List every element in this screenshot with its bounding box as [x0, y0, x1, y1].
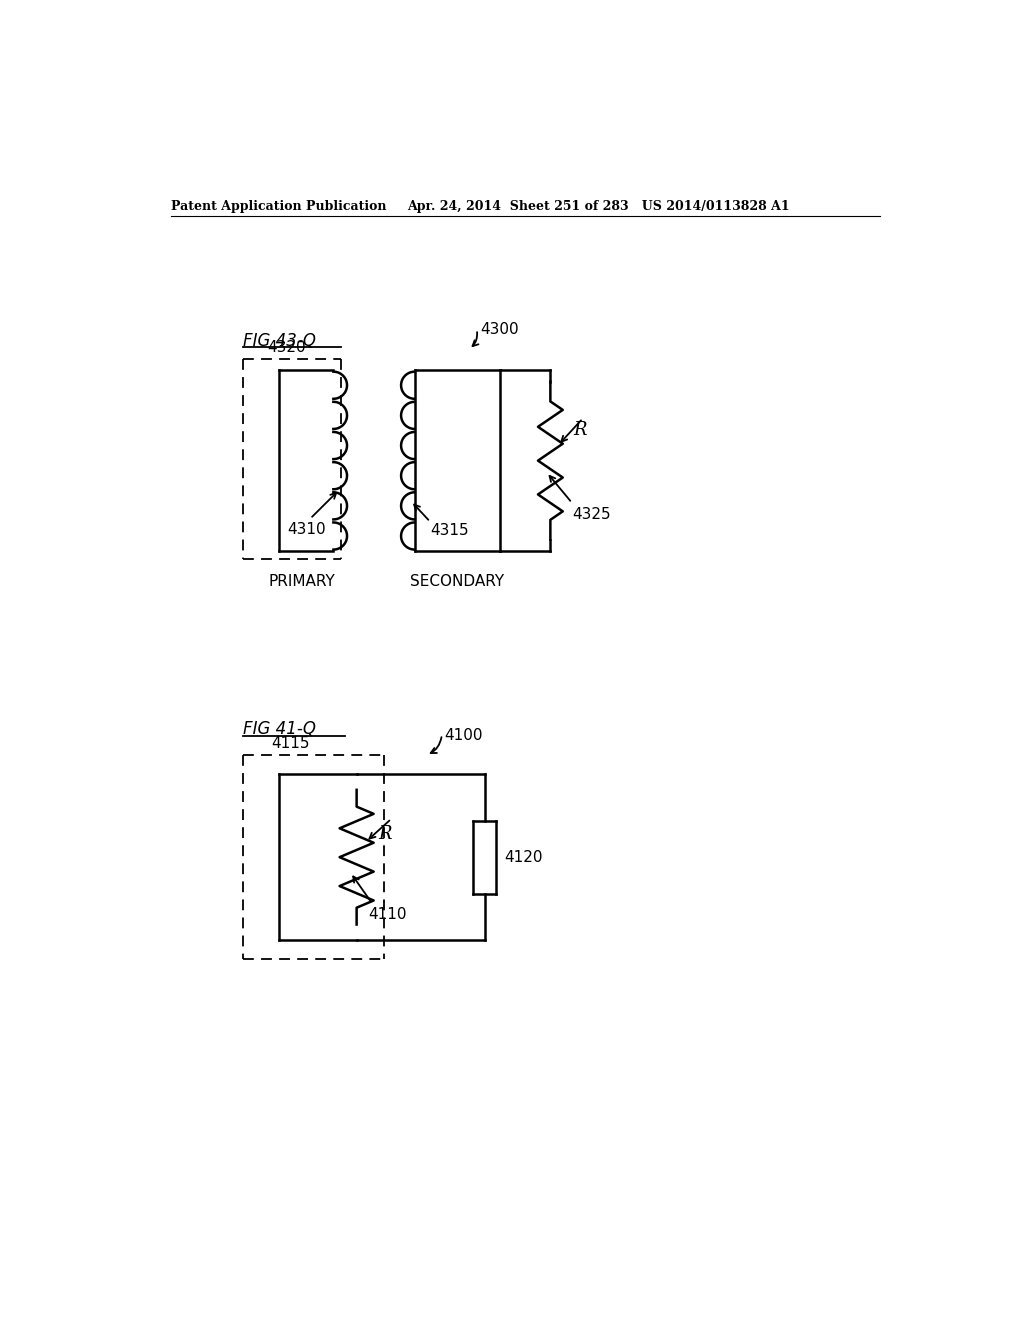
Text: FIG 43-Q: FIG 43-Q	[243, 331, 315, 350]
Text: 4115: 4115	[271, 737, 310, 751]
Text: 4300: 4300	[480, 322, 519, 338]
Text: 4310: 4310	[287, 521, 326, 537]
Text: R: R	[573, 421, 587, 438]
Text: Apr. 24, 2014  Sheet 251 of 283   US 2014/0113828 A1: Apr. 24, 2014 Sheet 251 of 283 US 2014/0…	[407, 199, 790, 213]
Text: PRIMARY: PRIMARY	[269, 574, 336, 589]
Text: 4110: 4110	[369, 907, 407, 923]
Text: 4100: 4100	[444, 729, 482, 743]
Text: 4325: 4325	[572, 507, 610, 521]
Text: 4120: 4120	[504, 850, 543, 865]
Text: SECONDARY: SECONDARY	[411, 574, 505, 589]
Text: FIG 41-Q: FIG 41-Q	[243, 721, 315, 738]
Text: 4320: 4320	[267, 339, 306, 355]
Text: Patent Application Publication: Patent Application Publication	[171, 199, 386, 213]
Text: 4315: 4315	[430, 524, 469, 539]
Text: R: R	[378, 825, 392, 843]
